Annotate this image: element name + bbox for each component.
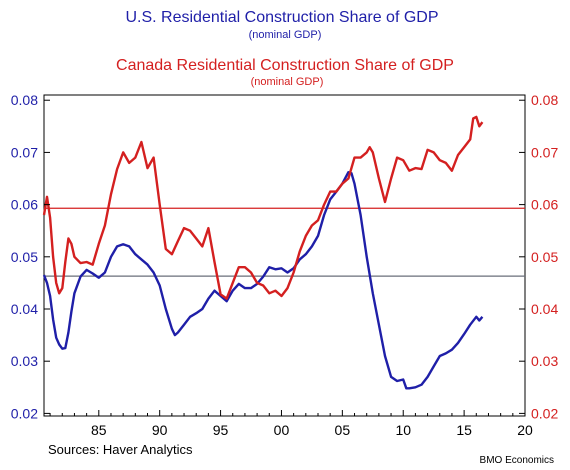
x-tick-label: 85 (91, 422, 107, 438)
credit-note: BMO Economics (480, 455, 554, 466)
y-tick-label-right: 0.07 (531, 144, 558, 160)
y-tick-label-right: 0.03 (531, 353, 558, 369)
axes: 0.02 0.02 0.03 0.03 0.04 0.04 0.05 0.05 0.06 0.06… (11, 92, 559, 438)
x-tick-label: 15 (456, 422, 472, 438)
reference-lines (44, 207, 525, 277)
y-tick-label-left: 0.07 (11, 144, 38, 160)
x-tick-label: 10 (395, 422, 411, 438)
y-tick-label-right: 0.06 (531, 197, 558, 213)
y-tick-label-left: 0.03 (11, 353, 38, 369)
x-tick-label: 20 (517, 422, 533, 438)
y-tick-label-right: 0.08 (531, 92, 558, 108)
canada-title: Canada Residential Construction Share of… (116, 57, 454, 74)
us-series-line (42, 171, 484, 390)
x-tick-label: 00 (274, 422, 290, 438)
x-tick-label: 90 (152, 422, 168, 438)
y-tick-label-left: 0.02 (11, 405, 38, 421)
y-tick-label-left: 0.08 (11, 92, 38, 108)
y-tick-label-left: 0.05 (11, 249, 38, 265)
sources-note: Sources: Haver Analytics (48, 442, 193, 457)
canada-series-line (42, 115, 484, 300)
x-tick-label: 95 (213, 422, 229, 438)
y-tick-label-right: 0.05 (531, 249, 558, 265)
plot-frame (43, 94, 526, 417)
x-tick-label: 05 (335, 422, 351, 438)
us-title: U.S. Residential Construction Share of G… (125, 9, 438, 26)
canada-subtitle: (nominal GDP) (251, 76, 324, 88)
chart-titles: U.S. Residential Construction Share of G… (116, 9, 454, 88)
us-subtitle: (nominal GDP) (249, 29, 322, 41)
y-tick-label-right: 0.02 (531, 405, 558, 421)
y-tick-label-left: 0.04 (11, 301, 38, 317)
y-tick-label-left: 0.06 (11, 197, 38, 213)
series-lines (42, 115, 484, 390)
y-tick-label-right: 0.04 (531, 301, 558, 317)
